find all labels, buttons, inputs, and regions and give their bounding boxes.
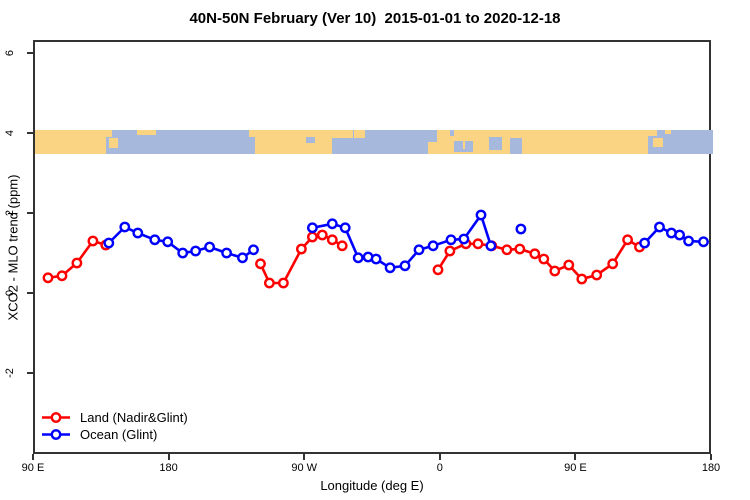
x-tick-label: 90 W	[291, 462, 318, 474]
x-axis-title: Longitude (deg E)	[320, 478, 424, 493]
legend: Land (Nadir&Glint) Ocean (Glint)	[41, 409, 188, 443]
legend-item-land: Land (Nadir&Glint)	[41, 409, 188, 426]
x-tick-mark	[303, 454, 306, 460]
ocean-region	[331, 138, 353, 154]
x-tick-label: 180	[701, 462, 721, 474]
ocean-region	[352, 129, 429, 154]
land-region	[108, 138, 118, 148]
y-tick-label: -2	[4, 367, 16, 378]
land-region	[462, 140, 466, 150]
x-tick-label: 180	[159, 462, 178, 474]
legend-item-ocean: Ocean (Glint)	[41, 426, 188, 443]
y-tick-mark	[27, 132, 33, 135]
x-tick-mark	[32, 454, 34, 460]
y-tick-label: 6	[4, 50, 16, 57]
y-axis-title: XCO2 - MLO trend (ppm)	[5, 174, 21, 321]
x-tick-mark	[710, 454, 712, 460]
ocean-region	[111, 129, 249, 154]
chart-title: 40N-50N February (Ver 10) 2015-01-01 to …	[189, 10, 561, 27]
ocean-region	[657, 129, 713, 154]
series-land-nadir-glint-	[42, 229, 645, 289]
ocean-region	[306, 137, 316, 144]
y-tick-label: 4	[4, 130, 16, 137]
ocean-line-marker-icon	[42, 429, 70, 440]
x-tick-mark	[438, 454, 441, 460]
y-tick-mark	[27, 52, 33, 55]
y-tick-mark	[27, 212, 33, 215]
ocean-region	[509, 138, 522, 154]
ocean-region	[450, 129, 454, 136]
land-region	[664, 129, 671, 135]
legend-label-ocean: Ocean (Glint)	[80, 427, 158, 442]
land-region	[137, 129, 156, 135]
x-tick-label: 90 E	[564, 462, 587, 474]
ocean-region	[248, 137, 255, 154]
data-series-plot	[42, 209, 709, 289]
x-tick-mark	[167, 454, 170, 460]
x-tick-label: 90 E	[21, 462, 45, 474]
latitude-map-band	[35, 129, 713, 154]
x-tick-label: 0	[436, 462, 443, 474]
series-ocean-glint-	[103, 209, 709, 274]
x-tick-mark	[574, 454, 577, 460]
legend-label-land: Land (Nadir&Glint)	[80, 410, 188, 425]
land-line-marker-icon	[42, 412, 70, 423]
plot-area	[33, 40, 713, 454]
ocean-region	[428, 129, 438, 142]
y-tick-mark	[27, 291, 33, 294]
land-region	[354, 129, 365, 139]
land-region	[652, 138, 664, 147]
ocean-region	[488, 137, 503, 151]
y-tick-mark	[27, 371, 33, 374]
